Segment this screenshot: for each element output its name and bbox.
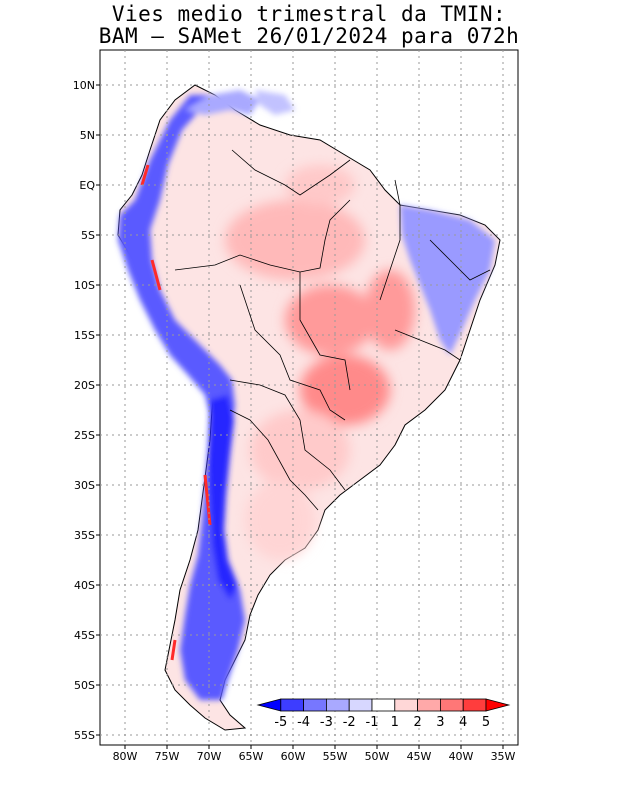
- colorbar-label: 5: [482, 715, 490, 730]
- lat-tick: 35S: [74, 529, 95, 542]
- colorbar: -5 -4 -3 -2 -1 1 2 3 4 5: [256, 698, 511, 730]
- colorbar-bin: [325, 698, 350, 712]
- colorbar-label: -5: [274, 715, 287, 730]
- lon-tick: 45W: [407, 750, 432, 763]
- colorbar-bin: [348, 698, 373, 712]
- map-title-line2: BAM – SAMet 26/01/2024 para 072h: [98, 24, 520, 48]
- lon-tick: 70W: [197, 750, 222, 763]
- lat-tick: 15S: [74, 329, 95, 342]
- colorbar-bin: [462, 698, 487, 712]
- lat-tick: 10N: [73, 79, 95, 92]
- lat-tick: 55S: [74, 729, 95, 742]
- colorbar-bin: [280, 698, 304, 712]
- lon-tick: 50W: [365, 750, 390, 763]
- lat-tick: 10S: [74, 279, 95, 292]
- colorbar-label: 4: [459, 715, 467, 730]
- colorbar-bin: [394, 698, 418, 712]
- lon-tick: 75W: [155, 750, 180, 763]
- lon-tick: 40W: [449, 750, 474, 763]
- lat-tick: 20S: [74, 379, 95, 392]
- colorbar-bin: [417, 698, 441, 712]
- lat-tick: 5N: [80, 129, 95, 142]
- colorbar-label: 2: [413, 715, 421, 730]
- colorbar-label: -4: [297, 715, 310, 730]
- lat-tick: 30S: [74, 479, 95, 492]
- lat-tick: EQ: [79, 179, 95, 192]
- lon-tick: 35W: [491, 750, 516, 763]
- lon-tick: 55W: [323, 750, 348, 763]
- colorbar-label: 3: [436, 715, 444, 730]
- country-borders: [174, 149, 491, 511]
- tick-marks: [96, 84, 504, 749]
- colorbar-bin: [371, 698, 396, 712]
- map-layer: [100, 50, 518, 745]
- colorbar-label: -2: [343, 715, 356, 730]
- colorbar-label: 1: [391, 715, 399, 730]
- colorbar-label: -3: [320, 715, 333, 730]
- lat-tick: 45S: [74, 629, 95, 642]
- lon-tick-labels: 80W 75W 70W 65W 60W 55W 50W 45W 40W 35W: [113, 750, 516, 763]
- lat-tick: 5S: [81, 229, 95, 242]
- lon-tick: 80W: [113, 750, 138, 763]
- lat-tick: 50S: [74, 679, 95, 692]
- colorbar-label: -1: [366, 715, 379, 730]
- colorbar-bin: [303, 698, 327, 712]
- lon-tick: 60W: [281, 750, 306, 763]
- colorbar-bin: [439, 698, 464, 712]
- map-title-line1: Vies medio trimestral da TMIN:: [111, 2, 507, 26]
- grid-lines: [100, 50, 518, 745]
- lat-tick: 40S: [74, 579, 95, 592]
- colorbar-bin: [485, 698, 511, 712]
- lat-tick-labels: 10N 5N EQ 5S 10S 15S 20S 25S 30S 35S 40S…: [73, 79, 96, 742]
- lat-tick: 25S: [74, 429, 95, 442]
- lon-tick: 65W: [239, 750, 264, 763]
